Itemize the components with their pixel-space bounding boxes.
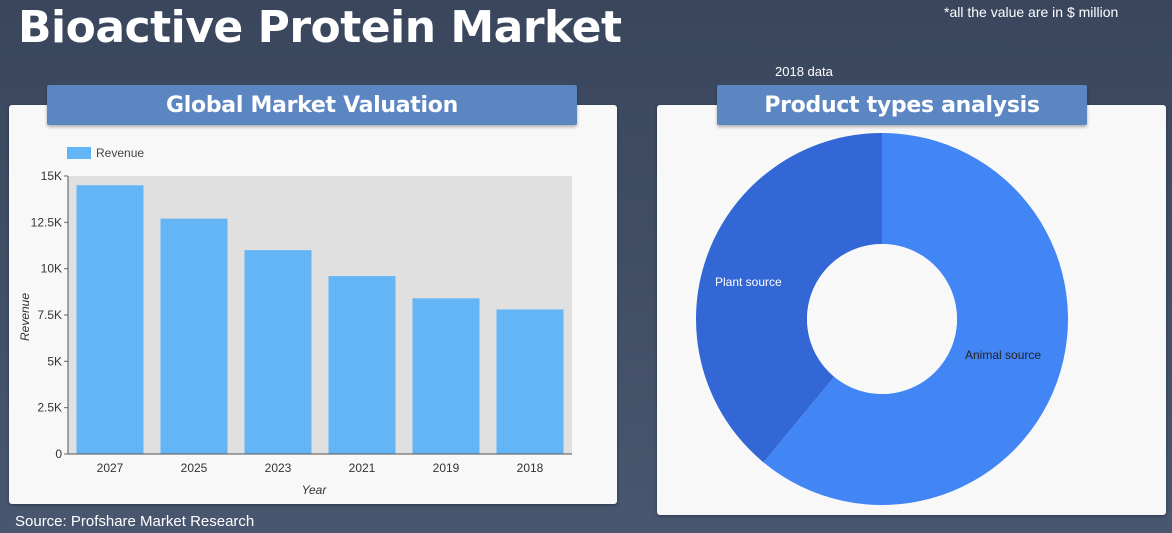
- product-types-header: Product types analysis: [717, 85, 1087, 125]
- plot-area: [68, 176, 572, 454]
- y-axis-title: Revenue: [18, 293, 32, 341]
- donut-hole: [807, 244, 957, 394]
- x-tick-label: 2021: [349, 461, 376, 475]
- legend-label: Revenue: [96, 146, 144, 160]
- bar: [496, 309, 564, 454]
- market-valuation-header: Global Market Valuation: [47, 85, 577, 125]
- slice-plant-source: [696, 133, 882, 463]
- bar: [76, 185, 144, 454]
- bar: [328, 276, 396, 454]
- y-tick-label: 0: [55, 447, 62, 461]
- x-axis-title: Year: [302, 483, 328, 497]
- y-tick-label: 7.5K: [37, 308, 62, 322]
- units-note: *all the value are in $ million: [944, 4, 1119, 20]
- x-tick-label: 2027: [97, 461, 124, 475]
- data-year-label: 2018 data: [775, 64, 833, 79]
- y-tick-label: 5K: [47, 354, 62, 368]
- bar: [412, 298, 480, 454]
- label-animal-source: Animal source: [965, 348, 1041, 362]
- page-title: Bioactive Protein Market: [18, 2, 622, 53]
- bar: [160, 218, 228, 454]
- bar: [244, 250, 312, 454]
- donut-chart: Animal source Plant source: [696, 133, 1068, 505]
- y-tick-label: 12.5K: [31, 215, 62, 229]
- x-tick-label: 2023: [265, 461, 292, 475]
- x-tick-label: 2025: [181, 461, 208, 475]
- slice-animal-source: [763, 133, 1068, 505]
- bar-chart: Revenue 0 2.5K 5K 7.5K 10K 12.5K 15K 2027 2025 202…: [18, 146, 572, 497]
- y-tick-label: 10K: [41, 262, 62, 276]
- product-types-panel: Animal source Plant source: [657, 105, 1166, 515]
- label-plant-source: Plant source: [715, 275, 782, 289]
- x-tick-label: 2019: [433, 461, 460, 475]
- x-tick-label: 2018: [517, 461, 544, 475]
- y-tick-label: 2.5K: [37, 401, 62, 415]
- y-tick-label: 15K: [41, 169, 62, 183]
- market-valuation-panel: Revenue 0 2.5K 5K 7.5K 10K 12.5K 15K 2027 2025 202…: [9, 105, 617, 504]
- legend-swatch: [67, 147, 91, 159]
- source-note: Source: Profshare Market Research: [15, 513, 255, 530]
